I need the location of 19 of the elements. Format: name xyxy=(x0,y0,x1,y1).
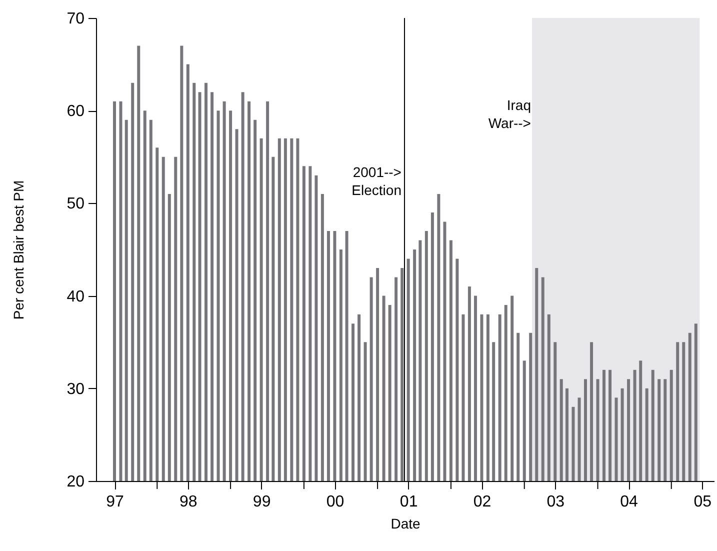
x-tick-label: 97 xyxy=(106,494,124,510)
x-tick-label: 02 xyxy=(473,494,492,510)
x-tick-label: 05 xyxy=(694,494,712,510)
x-axis-title: Date xyxy=(390,516,420,532)
y-tick-label: 50 xyxy=(66,196,85,213)
band-label: Iraq War--> xyxy=(488,97,531,132)
x-tick-label: 01 xyxy=(400,494,418,510)
y-tick-label: 30 xyxy=(66,380,85,398)
x-tick-label: 03 xyxy=(546,494,565,510)
y-tick-label: 20 xyxy=(66,474,85,490)
x-tick-label: 99 xyxy=(252,494,271,510)
y-tick-label: 70 xyxy=(66,10,85,28)
x-tick-label: 04 xyxy=(620,494,638,510)
ref-line-label: 2001--> Election xyxy=(352,164,402,198)
x-tick-label: 00 xyxy=(326,494,344,510)
y-tick-label: 40 xyxy=(66,288,85,306)
y-tick-label: 60 xyxy=(66,103,85,120)
y-axis-title: Per cent Blair best PM xyxy=(10,180,27,320)
x-tick-label: 98 xyxy=(180,494,198,510)
